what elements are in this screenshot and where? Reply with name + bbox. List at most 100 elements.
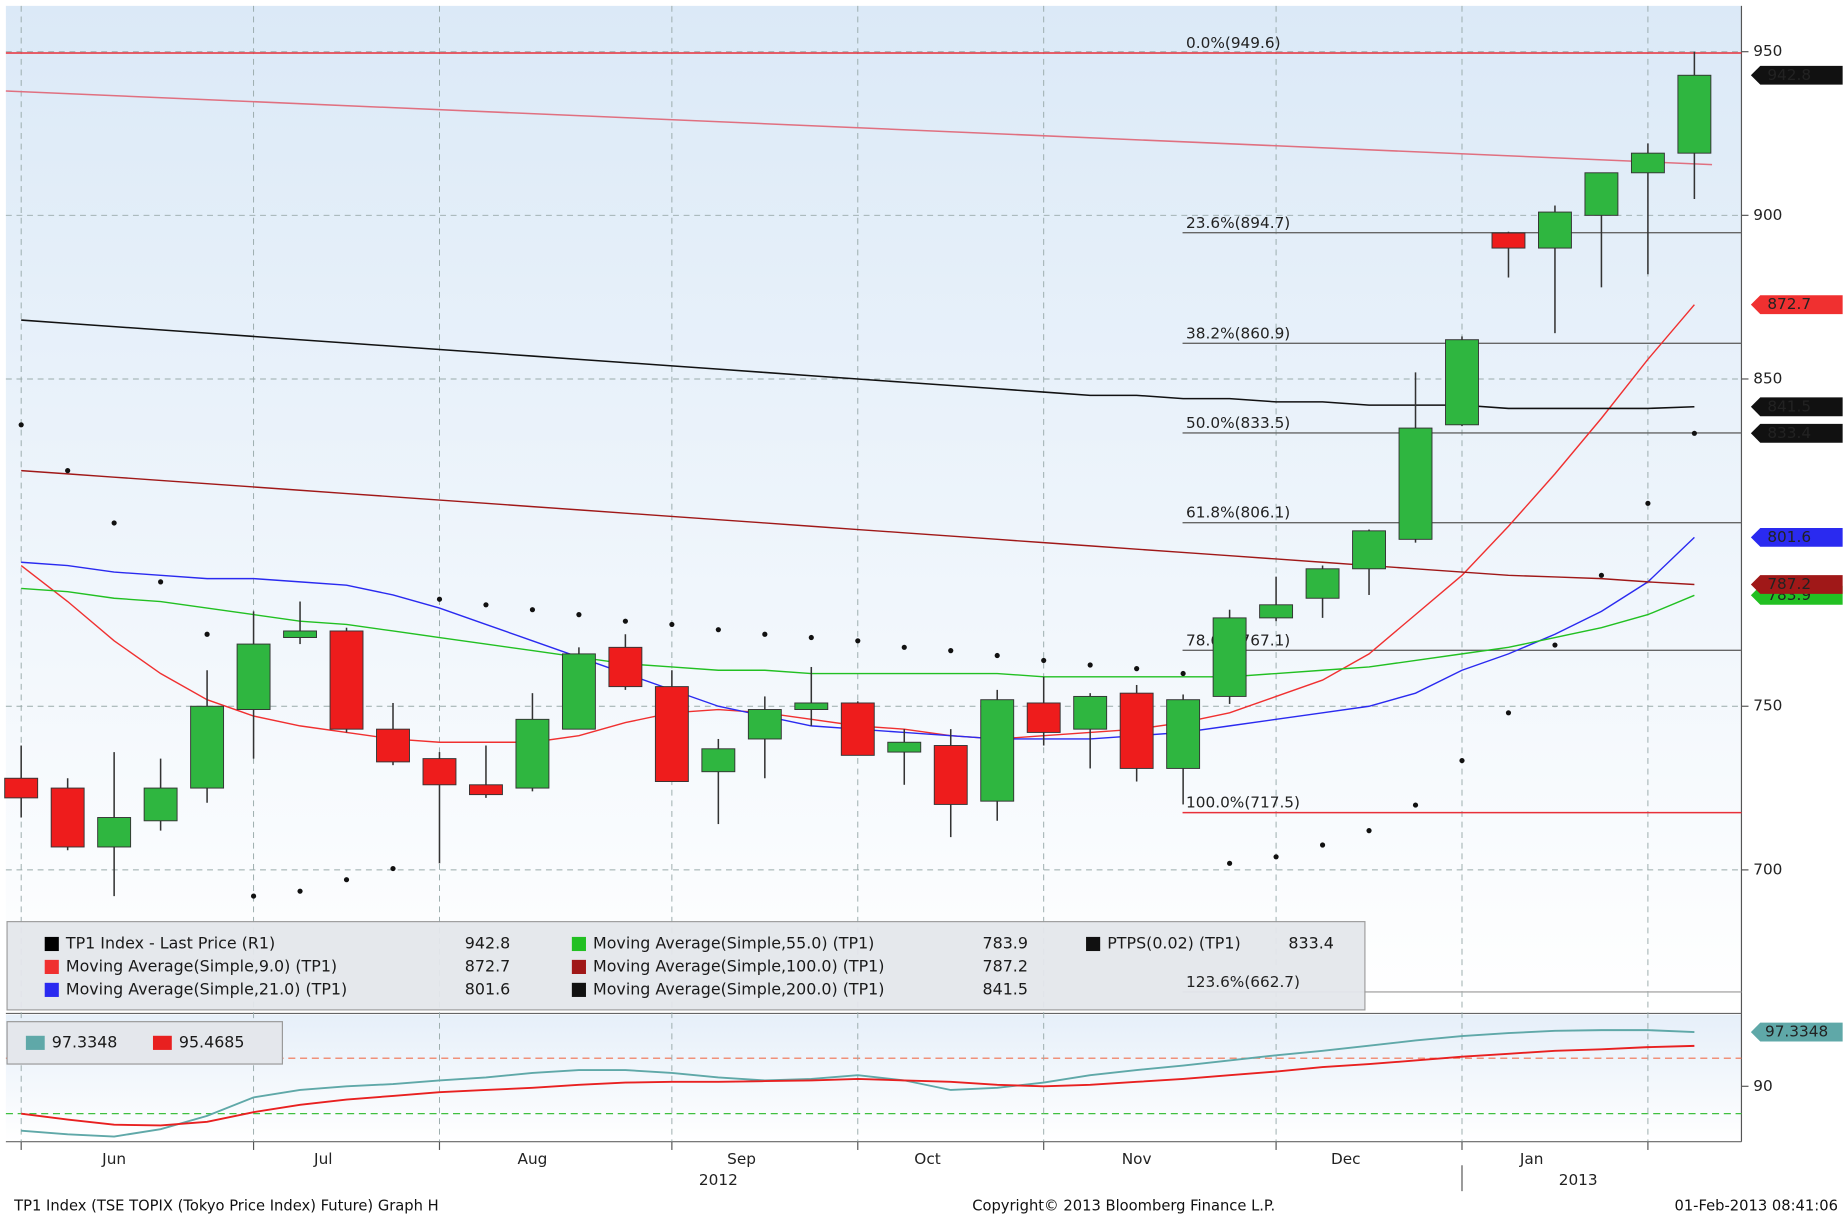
candle-body [1677,74,1712,154]
sar-dot [901,644,907,650]
sar-dot [1273,854,1279,860]
legend-label: Moving Average(Simple,21.0) (TP1) [66,979,347,998]
sar-dot [204,631,210,637]
candle-body [515,718,550,789]
price-tag [1750,295,1843,315]
month-label: Nov [1122,1150,1152,1168]
sar-dot [1412,802,1419,808]
y-tick-label: 750 [1753,697,1782,715]
month-label: Jan [1519,1150,1544,1168]
legend-swatch [1086,936,1101,952]
candle-body [980,699,1015,802]
year-label: 2012 [699,1171,738,1189]
price-tag-label: 833.4 [1767,424,1811,442]
sar-dot [808,634,814,641]
footer-center: Copyright© 2013 Bloomberg Finance L.P. [972,1197,1275,1214]
month-label: Oct [914,1150,940,1168]
sar-dot [1691,430,1697,436]
fib-label: 0.0%(949.6) [1186,34,1280,52]
sar-dot [1180,670,1186,677]
legend-label: Moving Average(Simple,9.0) (TP1) [66,956,337,975]
month-label: Jul [313,1150,332,1168]
sar-dot [1645,500,1651,506]
fib-label: 50.0%(833.5) [1186,414,1290,432]
candle-body [608,646,643,688]
month-label: Jun [101,1150,126,1168]
candle-body [1259,604,1294,619]
candle-body [840,702,875,756]
sar-dot [1041,657,1047,664]
year-label: 2013 [1559,1171,1598,1189]
candle-body [1584,172,1619,216]
price-tag [1750,397,1843,417]
moving-average [21,469,1695,586]
sar-dot [1459,757,1465,764]
fib-label: 123.6%(662.7) [1186,973,1300,991]
candle-body [376,728,410,763]
candle-body [887,741,922,753]
candle-body [1119,692,1154,769]
fib-label: 23.6%(894.7) [1186,214,1290,232]
candle-body [1630,152,1665,174]
y-tick-label: 700 [1753,860,1782,878]
candle-body [1352,530,1386,570]
legend-label: Moving Average(Simple,200.0) (TP1) [593,979,884,998]
sar-dot [948,648,954,654]
sar-dot [529,607,536,613]
sar-dot [111,520,117,526]
lower-legend-box [6,1021,283,1065]
legend-value: 787.2 [983,956,1028,975]
y-tick-label: 850 [1753,369,1782,387]
legend-swatch [44,982,59,997]
legend-swatch [571,982,586,997]
price-tag [1750,1022,1843,1042]
candle-body [329,630,364,730]
lower-panel [5,1014,1742,1142]
sar-dot [669,621,675,628]
candle-body [654,686,689,782]
fib-label: 61.8%(806.1) [1186,504,1290,522]
candle-body [236,643,271,710]
legend-label: PTPS(0.02) (TP1) [1107,933,1240,952]
candle-body [1538,211,1572,249]
candle-body [143,787,178,822]
y-tick-label: 900 [1753,206,1782,224]
legend-value: 783.9 [983,933,1028,952]
candle-body [1445,339,1479,426]
legend-swatch [571,936,586,952]
candle-body [561,653,596,730]
legend-label: Moving Average(Simple,100.0) (TP1) [593,956,884,975]
footer-left: TP1 Index (TSE TOPIX (Tokyo Price Index)… [13,1197,439,1214]
sar-dot [65,468,71,474]
legend-swatch [152,1035,172,1050]
price-tag-label: 872.7 [1767,295,1811,313]
sar-dot [1087,662,1093,668]
legend-swatch [571,959,586,974]
sar-dot [576,612,582,618]
main-layer: 0.0%(949.6) 23.6%(894.7) 38.2%(860.9) 50.0%… [4,5,1749,1192]
candle-body [50,787,85,848]
legend-value: 97.3348 [52,1032,118,1051]
sar-dot [855,638,861,644]
candle-body [1026,702,1061,733]
candle-body [4,777,39,799]
footer-right: 01-Feb-2013 08:41:06 [1674,1197,1837,1214]
price-tag-label: 942.8 [1767,66,1811,84]
legend-label: TP1 Index - Last Price (R1) [65,933,275,952]
sar-dot [250,893,257,899]
sar-dot [762,631,768,637]
price-tag [1750,527,1843,547]
lower-line [21,1044,1695,1127]
sar-dot [1134,666,1140,672]
candle-body [422,758,457,786]
sar-dot [1505,710,1512,716]
legend-label: Moving Average(Simple,55.0) (TP1) [593,933,874,952]
candle-body [794,702,829,710]
fib-label: 100.0%(717.5) [1186,794,1300,812]
candle-body [283,630,317,638]
candle-body [97,817,132,848]
price-tag-label: 97.3348 [1765,1023,1828,1041]
month-label: Sep [727,1150,756,1168]
top-layer: 700 750 850 900 950 90 Jun Jul Aug Sep Oct Nov Dec Ja… [25,42,1843,1189]
candle-body [1166,699,1201,769]
